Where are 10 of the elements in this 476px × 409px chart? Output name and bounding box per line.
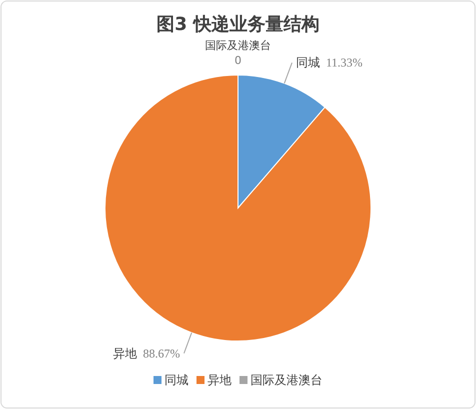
slice-label: 异地 bbox=[112, 346, 137, 360]
text: 0 bbox=[234, 54, 242, 67]
data-label: 88.67% bbox=[142, 346, 180, 360]
chart-title: 图3 快递业务量结构 bbox=[156, 14, 320, 35]
slice-label: 同城 bbox=[296, 56, 320, 70]
legend-label: 异地 bbox=[208, 373, 232, 387]
legend-label: 同城 bbox=[164, 373, 188, 387]
data-label: 11.33% bbox=[326, 56, 363, 70]
category-label: 国际及港澳台 bbox=[205, 39, 271, 52]
legend-label: 国际及港澳台 bbox=[250, 373, 322, 387]
